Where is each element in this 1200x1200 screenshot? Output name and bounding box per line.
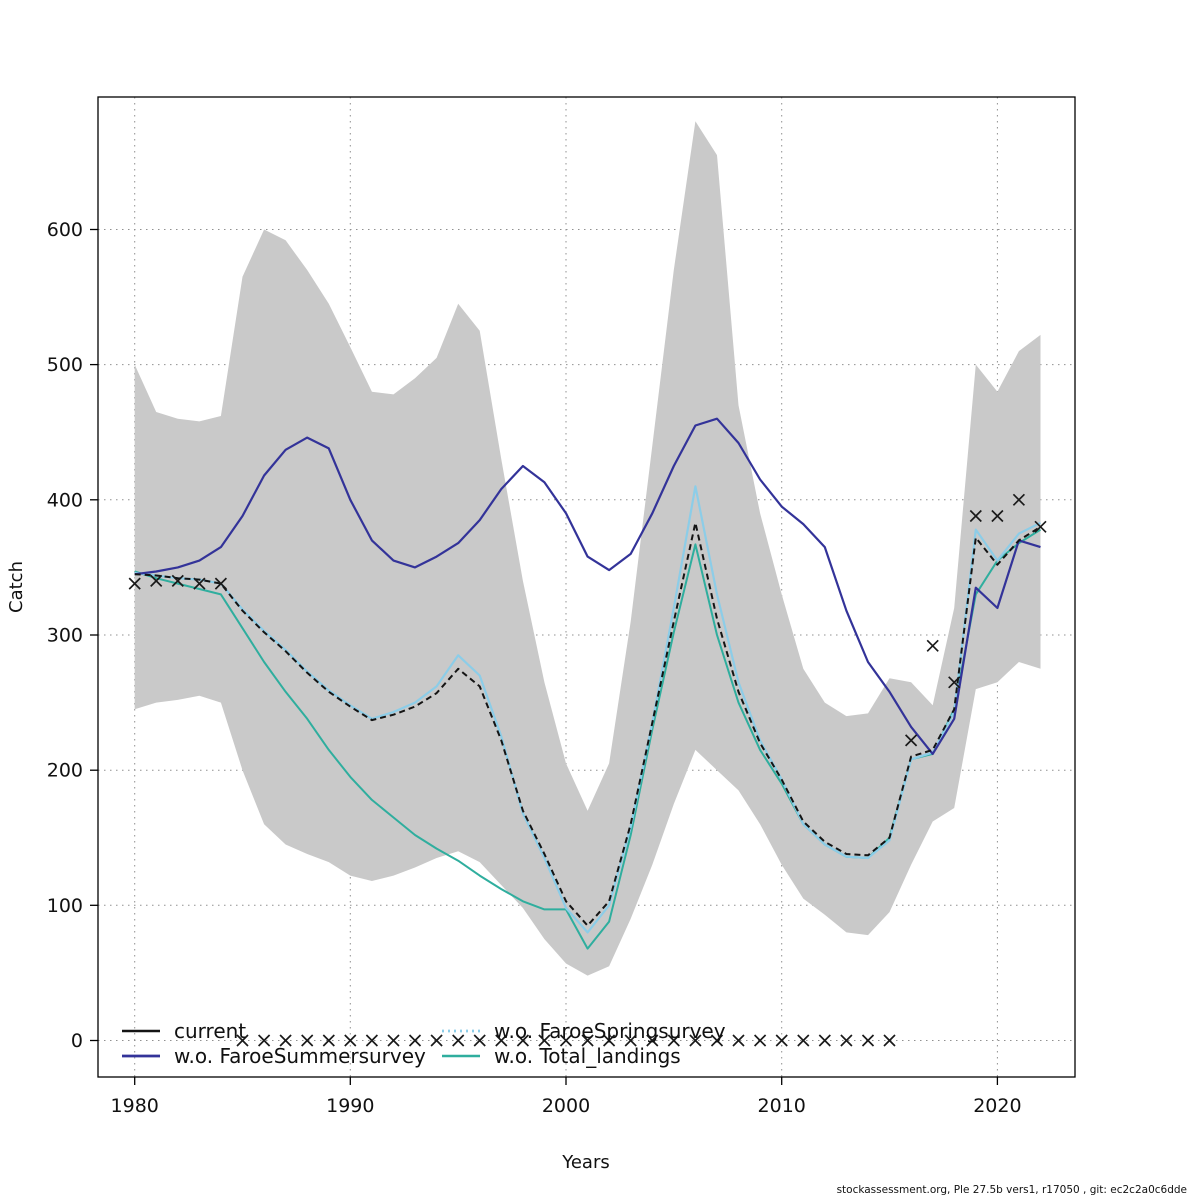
- observation-x-marker: [775, 1034, 788, 1047]
- observation-x-marker: [710, 1034, 724, 1047]
- plot-border: [97, 96, 1076, 1078]
- observation-x-marker: [365, 1034, 379, 1047]
- observation-x-marker: [1034, 520, 1047, 533]
- observation-x-marker: [214, 577, 228, 590]
- legend-label-wo-total-landings: w.o. Total_landings: [494, 1044, 681, 1068]
- observation-x-marker: [171, 574, 184, 588]
- observation-x-marker: [581, 1034, 594, 1047]
- y-tick-label: 100: [47, 895, 83, 917]
- observation-x-marker: [904, 734, 918, 747]
- observation-x-marker: [818, 1034, 831, 1047]
- observation-x-marker: [753, 1034, 767, 1047]
- y-tick-label: 500: [47, 354, 83, 376]
- observation-x-marker: [624, 1034, 637, 1047]
- observation-x-marker: [732, 1034, 745, 1047]
- y-tick-label: 600: [47, 219, 83, 241]
- observation-x-marker: [473, 1034, 486, 1047]
- observation-x-marker: [861, 1034, 875, 1047]
- observation-x-marker: [689, 1034, 702, 1047]
- observation-x-marker: [279, 1034, 292, 1047]
- footer-attribution: stockassessment.org, Ple 27.5b vers1, r1…: [836, 1184, 1187, 1196]
- x-tick-label: 2000: [542, 1095, 590, 1117]
- series-line-wo-faroe-summersurvey: [134, 417, 1041, 756]
- x-tick-label: 2020: [973, 1095, 1021, 1117]
- observation-x-marker: [926, 639, 939, 652]
- x-tick-label: 1980: [111, 1095, 159, 1117]
- x-tick-label: 1990: [326, 1095, 374, 1117]
- y-axis-label: Catch: [6, 561, 27, 613]
- x-axis-label: Years: [561, 1152, 610, 1173]
- observation-x-marker: [430, 1034, 443, 1047]
- observation-x-marker: [883, 1034, 896, 1047]
- observation-x-marker: [387, 1034, 400, 1047]
- observation-x-marker: [797, 1034, 810, 1047]
- observation-x-marker: [301, 1034, 314, 1047]
- observation-x-marker: [559, 1034, 573, 1047]
- observation-x-marker: [646, 1034, 659, 1047]
- observation-x-marker: [948, 676, 961, 689]
- observation-x-marker: [236, 1034, 249, 1047]
- observation-x-marker: [344, 1034, 357, 1047]
- y-tick-label: 0: [71, 1030, 83, 1052]
- observation-x-marker: [150, 574, 163, 588]
- observation-x-marker: [452, 1034, 465, 1047]
- observation-x-marker: [257, 1034, 271, 1047]
- x-tick-label: 2010: [758, 1095, 806, 1117]
- observation-x-marker: [602, 1034, 616, 1047]
- observation-x-marker: [322, 1034, 335, 1047]
- observation-x-marker: [1012, 493, 1026, 506]
- observation-x-marker: [991, 509, 1004, 523]
- observation-x-marker: [128, 577, 141, 590]
- observation-x-marker: [495, 1034, 508, 1047]
- series-line-wo-faroe-springsurvey: [134, 485, 1041, 934]
- observation-x-marker: [667, 1034, 680, 1047]
- series-line-current: [134, 521, 1042, 927]
- observation-x-marker: [516, 1034, 530, 1047]
- legend-label-current: current: [174, 1019, 246, 1043]
- observation-x-marker: [408, 1034, 422, 1047]
- confidence-band: [134, 121, 1041, 976]
- observation-x-marker: [840, 1034, 853, 1047]
- legend-label-wo-faroe-summersurvey: w.o. FaroeSummersurvey: [174, 1044, 426, 1068]
- observation-x-marker: [538, 1034, 551, 1047]
- y-tick-label: 300: [47, 625, 83, 647]
- observation-x-marker: [969, 509, 982, 523]
- y-tick-label: 200: [47, 760, 83, 782]
- observation-x-marker: [193, 577, 206, 590]
- legend-label-wo-faroe-springsurvey: w.o. FaroeSpringsurvey: [494, 1019, 726, 1043]
- y-tick-label: 400: [47, 489, 83, 511]
